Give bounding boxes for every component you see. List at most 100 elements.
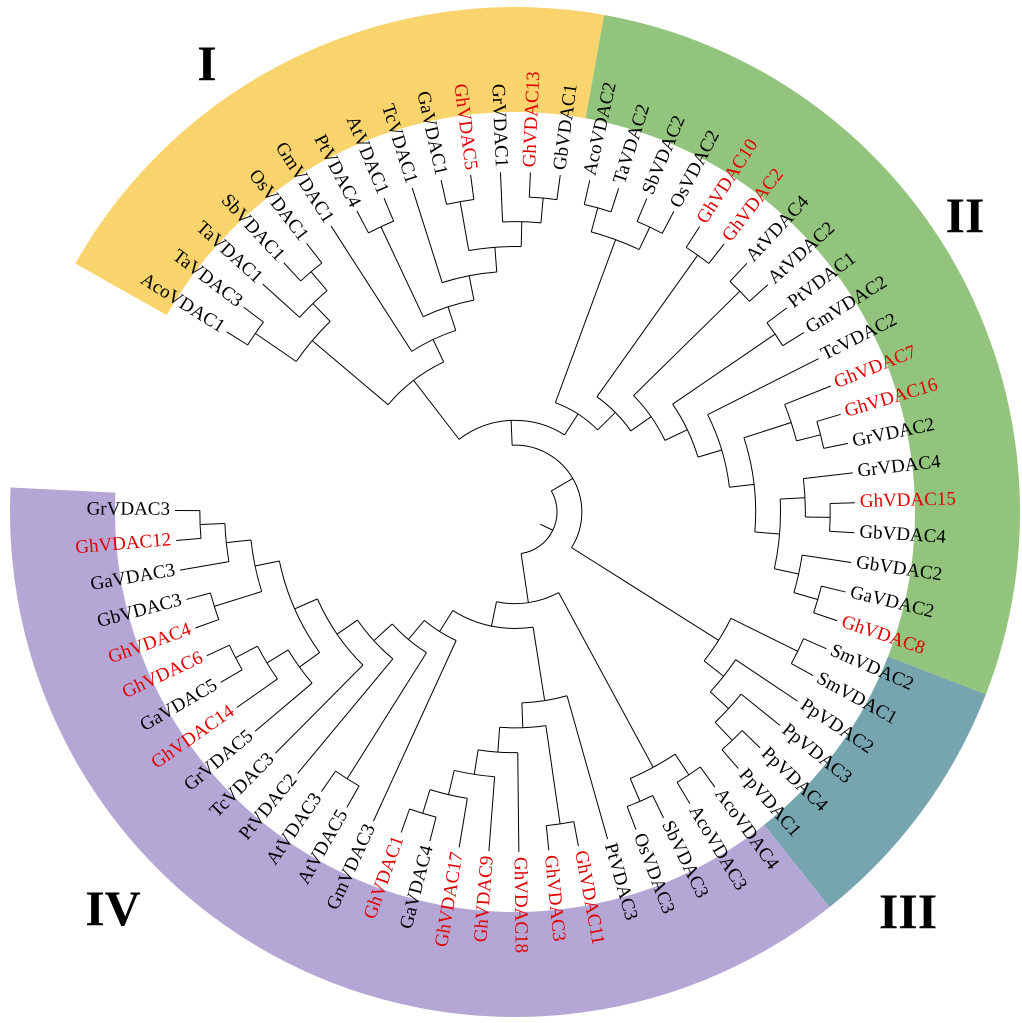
clade-label-ii: II [946, 187, 985, 243]
tree-branch [554, 239, 617, 403]
tree-arc [793, 555, 803, 593]
tree-branch [510, 420, 513, 446]
tree-branch [583, 180, 591, 205]
tree-branch [235, 645, 258, 659]
tree-branch [448, 770, 455, 795]
tree-branch [796, 434, 821, 442]
tree-branch [741, 730, 761, 749]
tree-branch [630, 416, 652, 432]
tree-branch [499, 172, 504, 222]
leaf-label: GhVDAC18 [510, 857, 532, 953]
tree-branch [220, 669, 243, 683]
clade-bands [9, 6, 1020, 1018]
tree-branch [708, 243, 725, 264]
tree-branch [545, 725, 561, 824]
tree-branch [490, 601, 497, 627]
tree-branch [636, 198, 648, 222]
tree-branch [780, 497, 806, 500]
tree-branch [517, 752, 520, 852]
tree-branch [590, 207, 599, 232]
tree-branch [266, 649, 289, 664]
tree-branch [774, 568, 799, 575]
tree-arc [247, 321, 264, 346]
tree-branch [782, 332, 805, 347]
tree-branch [432, 339, 445, 363]
tree-branch [311, 340, 389, 406]
tree-branch [676, 782, 691, 804]
tree-branch [664, 429, 688, 441]
tree-branch [791, 663, 814, 676]
tree-arc [813, 585, 822, 613]
tree-branch [730, 617, 798, 652]
tree-arc [773, 498, 781, 569]
tree-arc [502, 221, 541, 224]
tree-branch [597, 412, 616, 431]
tree-branch [494, 247, 498, 273]
tree-branch [545, 825, 550, 851]
tree-branch [488, 776, 496, 852]
tree-branch [707, 358, 819, 416]
tree-branch [813, 612, 838, 622]
tree-branch [380, 226, 424, 317]
tree-branch [255, 332, 297, 362]
tree-arc [287, 649, 313, 684]
tree-arc [209, 592, 220, 620]
tree-branch [447, 306, 457, 331]
tree-branch [206, 644, 230, 657]
tree-branch [356, 210, 369, 234]
tree-branch [566, 695, 609, 840]
tree-branch [422, 789, 431, 814]
tree-branch [297, 658, 394, 774]
tree-branch [226, 331, 248, 346]
tree-branch [294, 598, 318, 610]
tree-branch [312, 303, 331, 322]
tree-arc [721, 730, 743, 751]
tree-arc [368, 220, 394, 234]
tree-branch [321, 770, 336, 792]
tree-branch [784, 385, 831, 405]
clade-band-ii [585, 14, 1020, 695]
tree-branch [440, 180, 448, 205]
tree-branch [540, 198, 544, 223]
tree-arc [816, 421, 825, 449]
tree-branch [740, 693, 781, 726]
tree-branch [413, 380, 460, 440]
tree-branch [186, 592, 211, 600]
leaf-label: GhVDAC13 [519, 71, 544, 168]
clade-label-iv: IV [85, 880, 141, 936]
clade-band-i [75, 6, 605, 316]
tree-arc [636, 220, 663, 234]
tree-branches [175, 172, 855, 852]
tree-branch [236, 678, 278, 708]
tree-arc [478, 749, 518, 754]
tree-branch [793, 592, 818, 601]
tree-branch [373, 640, 457, 822]
tree-branch [754, 531, 780, 535]
tree-branch [685, 226, 701, 248]
tree-arc [629, 753, 676, 779]
tree-branch [497, 727, 501, 753]
tree-arc [512, 444, 583, 548]
tree-arc [626, 795, 653, 807]
tree-branch [596, 254, 699, 398]
leaf-label: GbVDAC4 [859, 521, 947, 547]
tree-branch [802, 554, 852, 564]
tree-branch [262, 283, 300, 318]
tree-arc [714, 693, 742, 723]
tree-branch [283, 262, 302, 282]
tree-branch [829, 530, 855, 534]
tree-branch [532, 627, 546, 701]
tree-branch [330, 225, 413, 352]
tree-branch [729, 483, 755, 488]
tree-branch [520, 221, 523, 247]
tree-branch [823, 442, 849, 449]
tree-branch [373, 623, 393, 642]
clade-label-iii: III [879, 883, 937, 939]
tree-arc [300, 262, 323, 282]
tree-branch [411, 187, 443, 283]
tree-branch [473, 749, 479, 775]
tree-branch [703, 660, 724, 677]
clade-labels: I II III IV [85, 35, 984, 939]
tree-branch [299, 652, 320, 668]
